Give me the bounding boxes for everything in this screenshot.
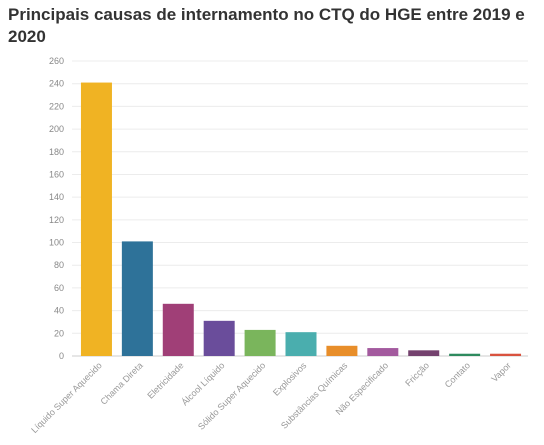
bar[interactable] bbox=[80, 82, 112, 357]
y-tick-label: 40 bbox=[54, 306, 64, 316]
y-tick-label: 240 bbox=[49, 79, 64, 89]
y-tick-label: 0 bbox=[59, 351, 64, 361]
y-tick-label: 260 bbox=[49, 56, 64, 66]
chart-title: Principais causas de internamento no CTQ… bbox=[8, 5, 525, 46]
y-axis-ticks: 0 20 40 60 80 100 120 140 160 180 200 220 240 260 bbox=[49, 56, 64, 361]
bar[interactable] bbox=[367, 348, 399, 356]
y-tick-label: 100 bbox=[49, 238, 64, 248]
x-tick-label: Substâncias Químicas bbox=[279, 360, 350, 431]
bar[interactable] bbox=[203, 320, 235, 356]
bar[interactable] bbox=[121, 241, 153, 356]
y-tick-label: 220 bbox=[49, 101, 64, 111]
x-tick-label: Líquido Super Aquecido bbox=[29, 360, 104, 435]
y-tick-label: 140 bbox=[49, 192, 64, 202]
bar[interactable] bbox=[244, 329, 276, 356]
bar[interactable] bbox=[408, 350, 440, 356]
bar[interactable] bbox=[490, 353, 522, 356]
y-tick-label: 80 bbox=[54, 260, 64, 270]
bar[interactable] bbox=[162, 303, 194, 356]
bar[interactable] bbox=[326, 345, 358, 356]
x-tick-label: Sólido Super Aquecido bbox=[196, 360, 267, 431]
bar[interactable] bbox=[285, 332, 317, 356]
x-tick-label: Contato bbox=[443, 360, 472, 389]
y-tick-label: 120 bbox=[49, 215, 64, 225]
x-tick-label: Explosivos bbox=[271, 360, 309, 398]
bars bbox=[80, 82, 522, 357]
bar[interactable] bbox=[449, 353, 481, 356]
x-tick-label: Eletricidade bbox=[145, 360, 185, 400]
y-tick-label: 60 bbox=[54, 283, 64, 293]
y-tick-label: 160 bbox=[49, 169, 64, 179]
y-tick-label: 20 bbox=[54, 328, 64, 338]
x-tick-label: Chama Direta bbox=[98, 360, 144, 406]
y-tick-label: 200 bbox=[49, 124, 64, 134]
y-tick-label: 180 bbox=[49, 147, 64, 157]
x-tick-label: Fricção bbox=[403, 360, 431, 388]
x-tick-label: Vapor bbox=[489, 360, 513, 384]
